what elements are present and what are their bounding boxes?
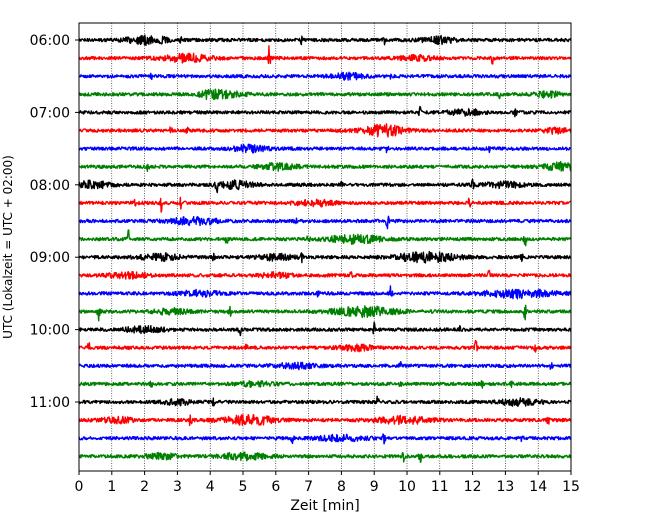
x-tick-label: 5 [239,479,248,495]
trace-0630 [78,71,572,81]
trace-layer [78,34,572,463]
trace-1130 [78,433,572,445]
trace-1015 [78,339,572,353]
y-tick-label: 06:00 [30,33,70,49]
y-tick-label: 08:00 [30,178,70,194]
trace-0845 [78,229,572,247]
x-tick-label: 6 [271,479,280,495]
x-axis: 0 1 2 3 4 5 6 7 8 9 10 11 12 13 14 15 [75,471,580,495]
x-tick-label: 8 [337,479,346,495]
trace-1000 [78,321,572,337]
x-tick-label: 3 [173,479,182,495]
x-tick-label: 12 [464,479,482,495]
x-tick-label: 9 [370,479,379,495]
trace-0830 [78,215,572,230]
x-tick-label: 0 [75,479,84,495]
x-axis-label: Zeit [min] [290,498,359,514]
x-tick-label: 4 [206,479,215,495]
x-tick-label: 14 [529,479,547,495]
y-axis: 06:00 07:00 08:00 09:00 10:00 11:00 [30,33,79,411]
trace-0600 [78,34,572,47]
x-tick-label: 10 [398,479,416,495]
x-tick-label: 13 [496,479,514,495]
y-tick-label: 07:00 [30,105,70,121]
y-tick-label: 11:00 [30,395,70,411]
trace-0900 [78,250,572,264]
trace-1145 [78,451,572,463]
trace-1100 [78,395,572,407]
trace-0645 [78,88,572,101]
plot-frame [78,22,572,472]
x-tick-label: 15 [562,479,580,495]
x-tick-label: 7 [304,479,313,495]
trace-1030 [78,360,572,371]
trace-0715 [78,123,572,138]
x-tick-label: 2 [140,479,149,495]
trace-0745 [78,160,572,172]
trace-1115 [78,414,572,427]
trace-0815 [78,196,572,213]
y-tick-label: 10:00 [30,323,70,339]
trace-0730 [78,143,572,154]
y-axis-label: UTC (Lokalzeit = UTC + 02:00) [1,155,15,339]
x-tick-label: 1 [107,479,116,495]
x-tick-label: 11 [431,479,449,495]
trace-1045 [78,379,572,389]
grid-layer [111,23,539,471]
trace-0615 [78,45,572,65]
trace-0700 [78,105,572,118]
trace-0930 [78,285,572,300]
trace-0945 [78,304,572,322]
y-tick-label: 09:00 [30,250,70,266]
trace-0915 [78,269,572,280]
trace-0800 [78,178,572,194]
